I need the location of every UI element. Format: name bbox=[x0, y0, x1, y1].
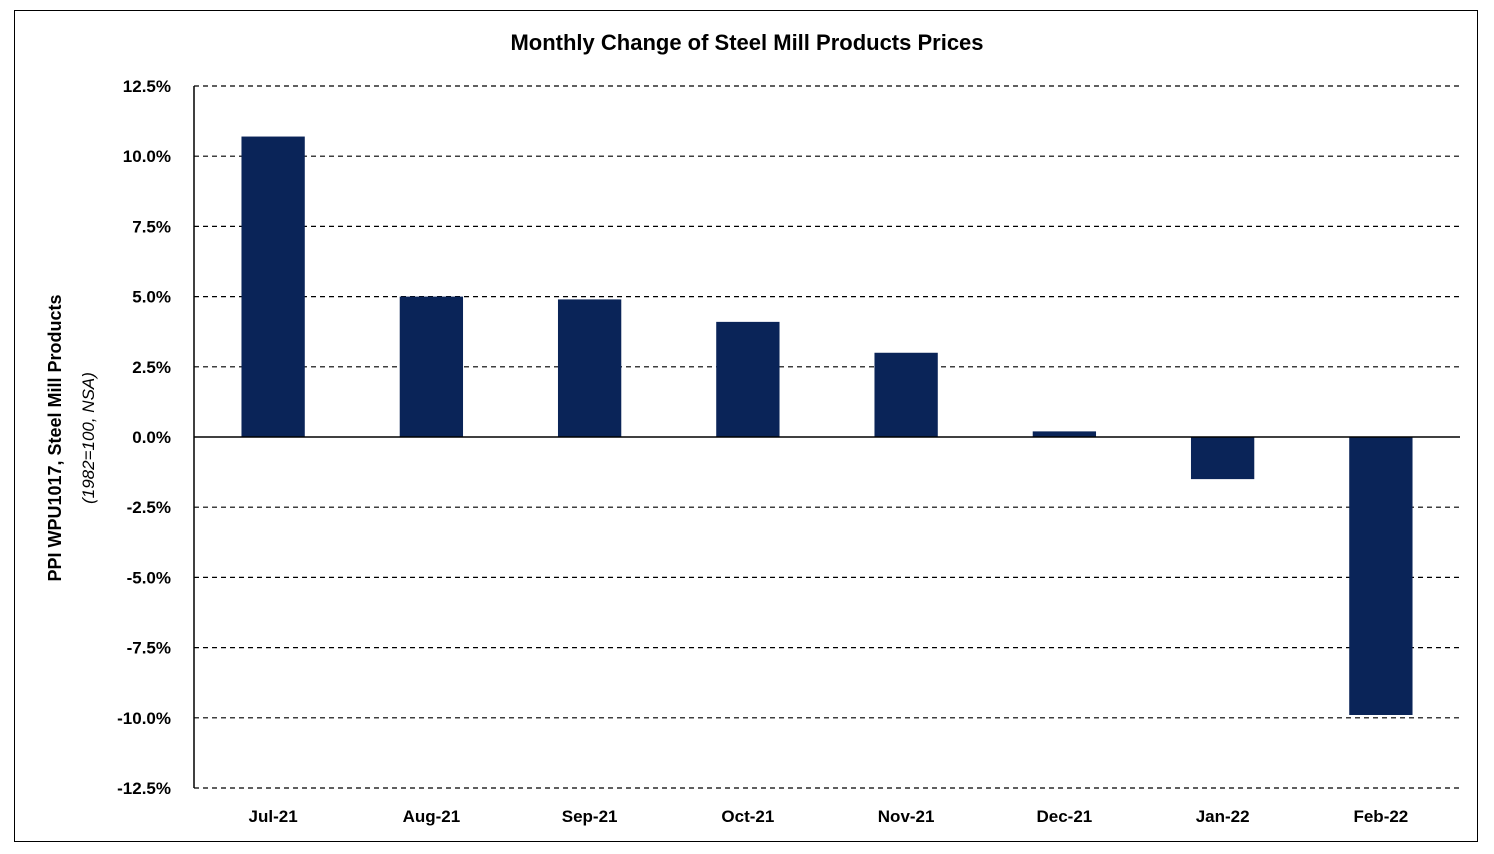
x-tick-label: Jul-21 bbox=[249, 807, 298, 826]
x-tick-label: Feb-22 bbox=[1353, 807, 1408, 826]
y-tick-label: -12.5% bbox=[117, 779, 171, 798]
y-tick-label: -5.0% bbox=[127, 568, 171, 587]
x-tick-label: Jan-22 bbox=[1196, 807, 1250, 826]
bar-aug-21 bbox=[399, 296, 464, 437]
x-tick-label: Nov-21 bbox=[878, 807, 935, 826]
x-tick-label: Aug-21 bbox=[403, 807, 461, 826]
x-tick-label: Oct-21 bbox=[721, 807, 774, 826]
y-axis-sublabel: (1982=100, NSA) bbox=[79, 372, 98, 504]
bar-sep-21 bbox=[557, 299, 622, 437]
axes bbox=[193, 86, 1460, 788]
bar-nov-21 bbox=[874, 352, 938, 437]
y-tick-label: 10.0% bbox=[123, 147, 171, 166]
y-axis-label: PPI WPU1017, Steel Mill Products bbox=[45, 294, 65, 581]
x-tick-label: Sep-21 bbox=[562, 807, 618, 826]
x-tick-label: Dec-21 bbox=[1036, 807, 1092, 826]
y-tick-label: -2.5% bbox=[127, 498, 171, 517]
bar-oct-21 bbox=[716, 321, 780, 437]
chart-title: Monthly Change of Steel Mill Products Pr… bbox=[510, 30, 983, 55]
y-tick-label: 2.5% bbox=[132, 358, 171, 377]
x-tick-labels: Jul-21 Aug-21 Sep-21 Oct-21 Nov-21 Dec-21 Jan-… bbox=[249, 807, 1409, 826]
y-tick-label: 12.5% bbox=[123, 77, 171, 96]
bar-jan-22 bbox=[1190, 437, 1255, 480]
y-tick-label: -10.0% bbox=[117, 709, 171, 728]
y-tick-label: 7.5% bbox=[132, 217, 171, 236]
y-tick-label: 0.0% bbox=[132, 428, 171, 447]
y-tick-label: 5.0% bbox=[132, 288, 171, 307]
y-tick-labels: 12.5% 10.0% 7.5% 5.0% 2.5% 0.0% -2.5% -5.0% -7.5… bbox=[117, 77, 171, 798]
y-axis-label-group: PPI WPU1017, Steel Mill Products (1982=1… bbox=[45, 294, 98, 581]
gridlines bbox=[194, 85, 1460, 789]
bar-jul-21 bbox=[241, 136, 305, 437]
bar-feb-22 bbox=[1349, 437, 1413, 715]
bars bbox=[241, 136, 1413, 715]
bar-dec-21 bbox=[1032, 431, 1097, 437]
y-tick-label: -7.5% bbox=[127, 639, 171, 658]
